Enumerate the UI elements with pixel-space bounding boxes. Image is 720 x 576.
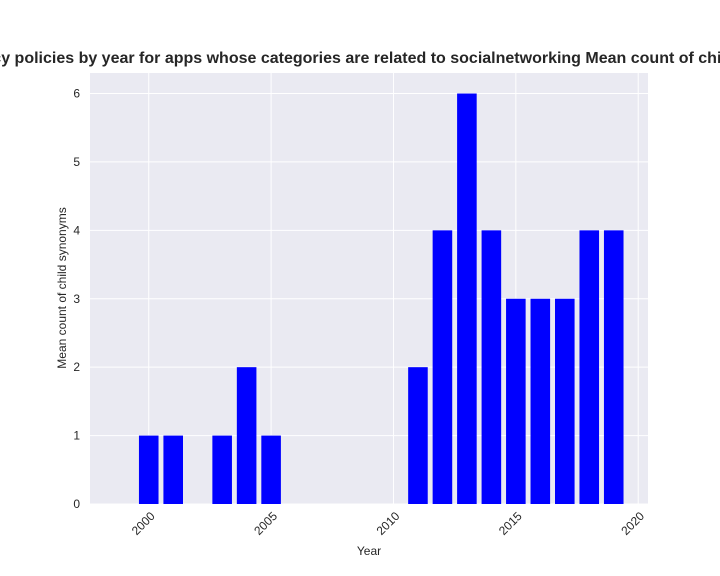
y-axis-label: Mean count of child synonyms [55,207,69,368]
bar [579,230,600,504]
bar [457,93,477,505]
chart-title: Mean count of child synonyms in privacy … [0,50,720,67]
bars [138,93,624,505]
y-tick-label: 6 [73,87,80,101]
bar [261,435,281,504]
bar [603,230,624,504]
y-tick-label: 1 [73,429,80,443]
x-tick-label: 2010 [374,509,403,538]
bar [212,435,232,504]
x-tick-label: 2005 [251,509,280,538]
bar [432,230,453,504]
y-tick-label: 0 [73,497,80,511]
y-tick-label: 2 [73,360,80,374]
bar [555,298,575,504]
y-tick-label: 3 [73,292,80,306]
bar [138,435,159,504]
x-tick-label: 2015 [496,509,525,538]
bar [530,298,551,504]
bar [408,367,428,504]
x-ticks: 2000 2005 2010 2015 2020 [129,509,647,538]
bar [506,298,526,504]
y-tick-label: 5 [73,155,80,169]
x-tick-label: 2020 [618,509,647,538]
bar [236,367,257,504]
y-tick-label: 4 [73,223,80,237]
x-tick-label: 2000 [129,509,158,538]
bar [163,435,183,504]
x-axis-label: Year [357,544,381,558]
y-ticks: 0 1 2 3 4 5 6 [73,87,80,511]
bar [481,230,502,504]
